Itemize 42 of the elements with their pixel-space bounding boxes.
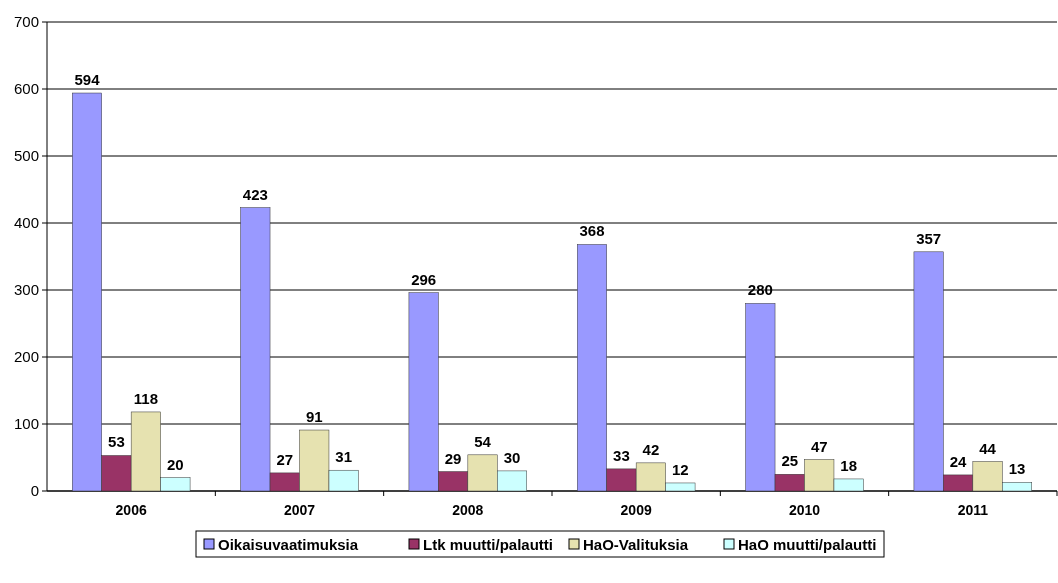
data-label: 18 (840, 456, 858, 474)
x-tick-label: 2008 (452, 502, 484, 518)
y-tick-label: 300 (13, 281, 39, 299)
data-label: 296 (411, 270, 437, 288)
legend-label: Ltk muutti/palautti (423, 536, 553, 554)
data-label: 27 (276, 450, 294, 468)
data-label: 44 (979, 439, 997, 457)
data-label: 20 (167, 455, 184, 473)
y-tick-label: 500 (13, 147, 39, 165)
x-tick-label: 2011 (957, 502, 989, 518)
legend-label: Oikaisuvaatimuksia (218, 536, 359, 554)
data-label: 42 (642, 440, 660, 458)
legend-label: HaO-Valituksia (583, 536, 689, 554)
data-label: 118 (133, 389, 158, 407)
x-tick-label: 2007 (283, 502, 316, 518)
data-label: 54 (474, 432, 492, 450)
legend-label: HaO muutti/palautti (738, 536, 877, 554)
data-label: 12 (672, 460, 689, 478)
data-label: 13 (1008, 460, 1026, 478)
x-tick-label: 2009 (620, 502, 652, 518)
data-label: 368 (579, 222, 605, 240)
data-label: 280 (747, 281, 773, 299)
data-label: 53 (108, 433, 125, 451)
data-label: 33 (613, 446, 630, 464)
data-label: 357 (916, 229, 942, 247)
y-tick-label: 100 (13, 415, 39, 433)
data-label: 25 (781, 452, 799, 470)
data-label: 47 (810, 437, 828, 455)
y-tick-label: 200 (13, 348, 39, 366)
data-label: 31 (335, 448, 353, 466)
data-label: 30 (503, 448, 521, 466)
data-label: 594 (74, 71, 101, 89)
y-tick-label: 0 (30, 482, 39, 500)
x-tick-label: 2010 (788, 502, 821, 518)
y-tick-label: 700 (13, 13, 39, 31)
x-tick-label: 2006 (115, 502, 147, 518)
data-label: 29 (444, 449, 462, 467)
data-label: 91 (305, 408, 323, 426)
data-label: 24 (949, 452, 968, 470)
y-tick-label: 600 (13, 80, 39, 98)
y-tick-label: 400 (13, 214, 39, 232)
data-label: 423 (242, 185, 268, 203)
